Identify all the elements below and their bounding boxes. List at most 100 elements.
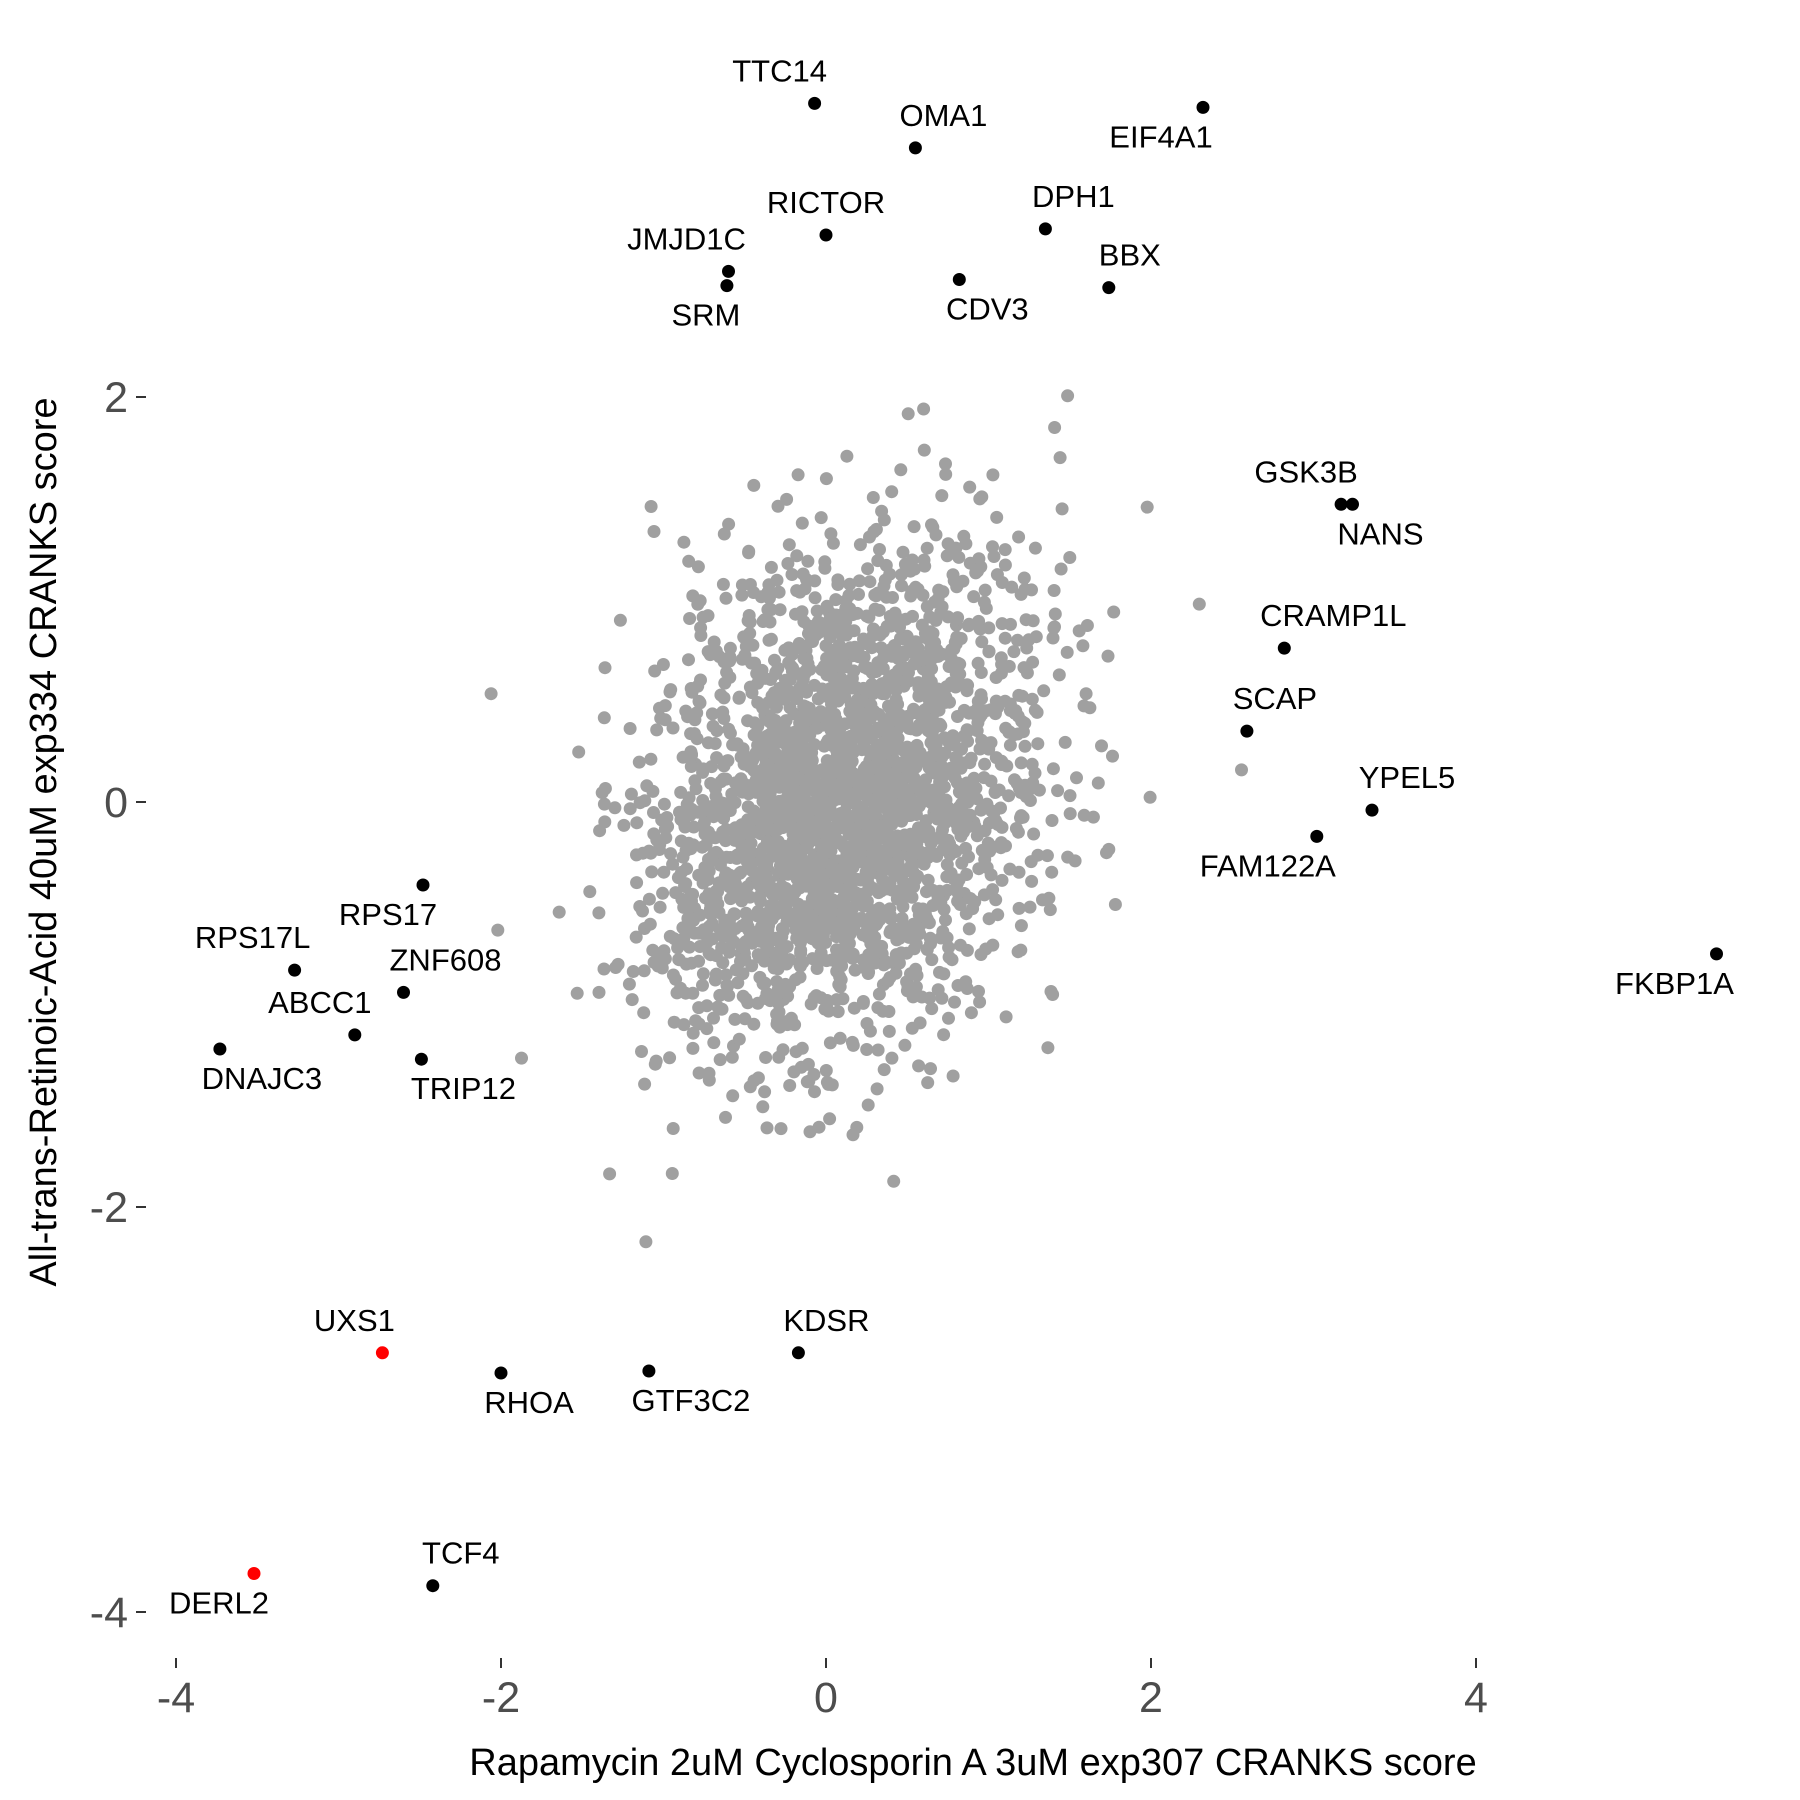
x-tick-label: 4: [1464, 1674, 1488, 1722]
background-point: [797, 615, 811, 629]
background-point: [919, 631, 933, 645]
background-point: [898, 889, 912, 903]
background-point: [946, 1069, 960, 1083]
background-point: [828, 707, 842, 721]
background-point: [899, 806, 913, 820]
background-point: [935, 746, 949, 760]
background-point: [920, 600, 934, 614]
background-point: [849, 826, 863, 840]
background-point: [630, 876, 644, 890]
background-point: [883, 926, 897, 940]
background-point: [952, 873, 966, 887]
point-labels: TTC14 OMA1 EIF4A1 RICTOR DPH1 JMJD1C SRM CDV3 BB…: [169, 53, 1734, 1620]
background-point: [696, 762, 710, 776]
background-point: [886, 591, 899, 604]
background-point: [846, 947, 860, 961]
background-point: [877, 579, 891, 593]
background-point: [666, 1122, 680, 1135]
background-point: [657, 865, 671, 879]
highlight-point-eif4a1: [1196, 100, 1210, 114]
background-point: [998, 631, 1012, 645]
highlight-point-oma1: [908, 141, 922, 155]
background-point: [663, 929, 677, 943]
background-point: [818, 561, 832, 575]
background-point: [1063, 551, 1077, 564]
background-point: [583, 885, 597, 899]
background-point: [952, 800, 966, 814]
background-point: [732, 1032, 746, 1046]
background-point: [901, 407, 915, 421]
background-point: [920, 541, 934, 555]
background-point: [880, 833, 894, 847]
background-point: [696, 610, 710, 624]
background-point: [823, 823, 837, 837]
background-point: [622, 977, 636, 991]
background-point: [676, 850, 690, 864]
background-point: [682, 653, 695, 667]
background-point: [812, 864, 826, 878]
background-point: [1023, 900, 1037, 914]
x-axis: -4 -2 0 2 4: [157, 1658, 1488, 1722]
background-point: [790, 584, 804, 598]
background-point: [707, 1011, 720, 1025]
background-point: [917, 754, 931, 768]
background-point: [989, 694, 1003, 708]
background-point: [1037, 684, 1051, 698]
background-point: [904, 827, 918, 841]
background-point: [884, 699, 898, 713]
background-point: [1025, 692, 1039, 706]
background-point: [974, 560, 988, 574]
background-point: [982, 912, 996, 926]
background-point: [952, 550, 966, 564]
background-point: [1028, 766, 1042, 780]
background-point: [695, 840, 709, 854]
background-point: [1072, 624, 1086, 638]
background-point: [796, 955, 810, 969]
background-point: [773, 1020, 787, 1034]
background-point: [716, 577, 730, 591]
background-point: [902, 674, 915, 688]
background-point: [644, 752, 658, 766]
background-point: [1043, 903, 1057, 917]
background-point: [895, 779, 909, 793]
background-point: [941, 537, 955, 551]
background-point: [1014, 919, 1028, 933]
point-label-gsk3b: GSK3B: [1254, 454, 1357, 489]
background-point: [898, 1038, 912, 1052]
background-point: [943, 837, 956, 851]
background-point: [691, 560, 705, 574]
background-point: [795, 516, 809, 530]
background-point: [780, 492, 794, 506]
background-point: [1012, 530, 1026, 544]
background-point: [867, 806, 881, 820]
point-label-trip12: TRIP12: [411, 1071, 516, 1106]
highlight-point-jmjd1c: [722, 264, 735, 278]
background-point: [816, 806, 829, 820]
background-point: [671, 871, 685, 885]
background-point: [665, 1167, 679, 1180]
background-point: [592, 985, 606, 999]
background-point: [731, 976, 745, 990]
background-point: [677, 900, 691, 914]
background-point: [653, 900, 667, 914]
background-point: [1076, 639, 1090, 653]
background-point: [954, 632, 968, 645]
background-point: [743, 931, 757, 945]
background-point: [910, 796, 924, 810]
background-point: [862, 634, 876, 648]
background-point: [790, 549, 804, 563]
background-point: [961, 820, 975, 834]
background-point: [647, 525, 661, 538]
background-point: [943, 695, 956, 709]
background-point: [866, 916, 879, 930]
background-point: [986, 468, 1000, 482]
background-point: [803, 1125, 817, 1139]
background-point: [753, 889, 766, 903]
background-point: [999, 1010, 1013, 1024]
background-point: [907, 702, 920, 716]
background-point: [795, 844, 809, 858]
background-point: [873, 819, 887, 832]
point-label-nans: NANS: [1337, 516, 1423, 551]
background-point: [823, 1112, 837, 1126]
highlight-point-trip12: [414, 1052, 428, 1066]
